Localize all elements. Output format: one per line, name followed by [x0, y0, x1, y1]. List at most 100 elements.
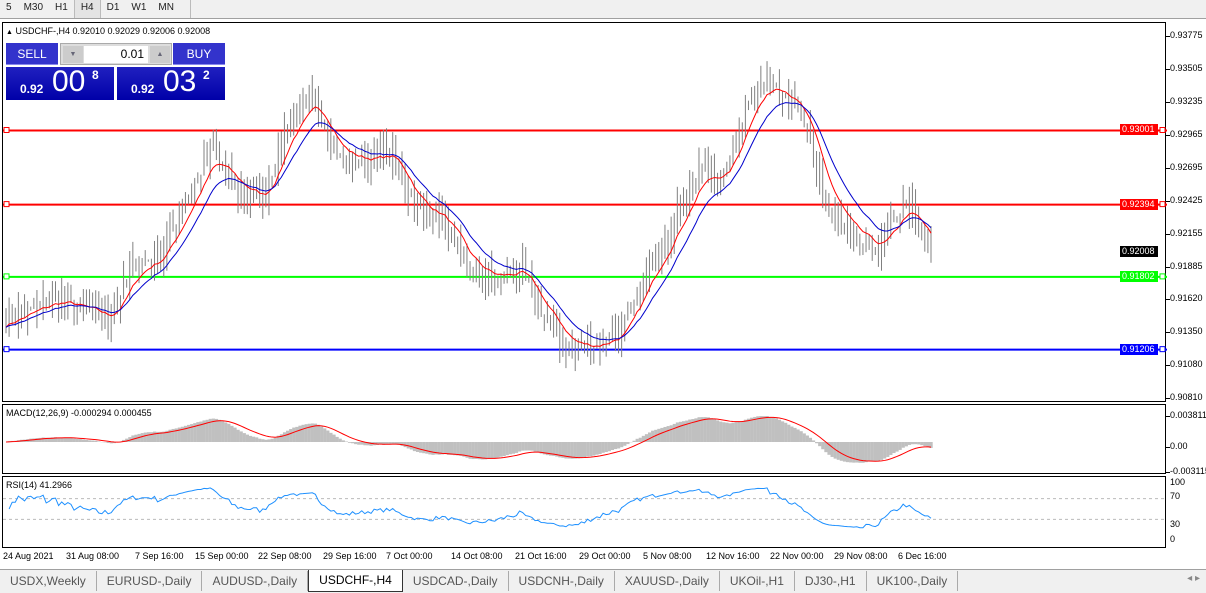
- timeframe-H4[interactable]: H4: [73, 0, 101, 18]
- macd-histogram-bar: [583, 442, 587, 458]
- macd-histogram-bar: [518, 442, 522, 452]
- macd-histogram-bar: [409, 442, 413, 450]
- triangle-up-icon[interactable]: ▲: [6, 29, 13, 36]
- timeframe-MN[interactable]: MN: [158, 2, 174, 13]
- chart-tab[interactable]: XAUUSD-,Daily: [615, 571, 720, 591]
- macd-histogram-bar: [505, 442, 509, 456]
- macd-histogram-bar: [261, 439, 265, 442]
- chart-tab[interactable]: USDCNH-,Daily: [509, 571, 615, 591]
- macd-histogram-bar: [465, 442, 469, 458]
- macd-histogram-bar: [617, 442, 621, 449]
- axis-tick: [1166, 332, 1170, 334]
- buy-price[interactable]: 0.92 03 2: [117, 65, 225, 100]
- macd-histogram-bar: [712, 419, 717, 442]
- time-axis-label: 22 Sep 08:00: [258, 551, 312, 561]
- macd-histogram-bar: [552, 442, 556, 456]
- macd-histogram-bar: [901, 442, 905, 448]
- macd-histogram-bar: [774, 418, 779, 442]
- macd-histogram-bar: [799, 431, 803, 442]
- chart-tab[interactable]: AUDUSD-,Daily: [202, 571, 309, 591]
- sell-price-prefix: 0.92: [20, 82, 44, 96]
- macd-histogram-bar: [914, 442, 918, 445]
- buy-price-main: 03: [163, 65, 197, 98]
- macd-histogram-bar: [666, 426, 670, 442]
- chart-tab[interactable]: USDCAD-,Daily: [403, 571, 509, 591]
- level-handle[interactable]: [1159, 346, 1166, 353]
- macd-histogram-bar: [375, 442, 379, 445]
- chart-tab[interactable]: USDX,Weekly: [0, 571, 97, 591]
- level-handle[interactable]: [1159, 126, 1166, 133]
- timeframe-M30[interactable]: M30: [23, 2, 44, 13]
- macd-histogram-bar: [502, 442, 506, 457]
- macd-histogram-bar: [332, 434, 336, 442]
- macd-histogram-bar: [69, 437, 73, 442]
- macd-histogram-bar: [140, 433, 144, 442]
- macd-histogram-bar: [72, 438, 76, 442]
- chart-tab[interactable]: UKOil-,H1: [720, 571, 795, 591]
- level-handle[interactable]: [1159, 201, 1166, 208]
- timeframe-H1[interactable]: H1: [55, 2, 68, 13]
- axis-tick: [1166, 266, 1170, 268]
- price-axis-label: 0.93775: [1170, 30, 1203, 40]
- chart-tab[interactable]: UK100-,Daily: [867, 571, 959, 591]
- macd-histogram-bar: [694, 418, 698, 442]
- macd-histogram-bar: [487, 442, 491, 459]
- time-axis-label: 15 Sep 00:00: [195, 551, 249, 561]
- macd-histogram-bar: [214, 418, 219, 442]
- chart-header-text: USDCHF-,H4 0.92010 0.92029 0.92006 0.920…: [15, 26, 211, 36]
- sell-button[interactable]: SELL: [6, 43, 58, 65]
- macd-histogram-bar: [644, 434, 649, 442]
- lot-input[interactable]: 0.01: [84, 46, 148, 63]
- macd-histogram-bar: [784, 422, 788, 442]
- macd-pane[interactable]: MACD(12,26,9) -0.000294 0.000455: [2, 404, 1166, 474]
- lot-stepper[interactable]: ▼ 0.01 ▲: [60, 43, 172, 65]
- macd-histogram-bar: [347, 442, 352, 443]
- timeframe-W1[interactable]: W1: [131, 2, 147, 13]
- macd-histogram-bar: [264, 439, 268, 442]
- macd-histogram-bar: [255, 437, 259, 442]
- ma-slow-line: [5, 102, 932, 341]
- chart-tab[interactable]: EURUSD-,Daily: [97, 571, 203, 591]
- macd-histogram-bar: [771, 417, 775, 442]
- timeframe-D1[interactable]: D1: [106, 2, 120, 13]
- tab-scroll-arrows-icon[interactable]: ◂ ▸: [1187, 573, 1200, 584]
- macd-histogram-bar: [38, 437, 42, 442]
- macd-histogram-bar: [44, 437, 48, 442]
- timeframe-5[interactable]: 5: [6, 2, 12, 13]
- macd-axis-label: 0.00: [1170, 441, 1188, 451]
- axis-tick: [1166, 167, 1170, 169]
- price-axis-label: 0.92155: [1170, 227, 1203, 238]
- level-handle[interactable]: [1159, 273, 1166, 280]
- level-handle[interactable]: [3, 273, 10, 280]
- rsi-axis-label: 30: [1170, 519, 1181, 529]
- macd-histogram-bar: [845, 442, 850, 463]
- rsi-pane[interactable]: RSI(14) 41.2966: [2, 476, 1167, 548]
- macd-histogram-bar: [449, 442, 454, 455]
- macd-histogram-bar: [242, 433, 246, 442]
- level-price-tag: 0.92394: [1120, 198, 1158, 210]
- macd-histogram-bar: [620, 442, 624, 448]
- macd-histogram-bar: [746, 418, 751, 442]
- macd-histogram-bar: [471, 442, 475, 460]
- level-handle[interactable]: [3, 201, 10, 208]
- chart-tab[interactable]: DJ30-,H1: [795, 571, 867, 591]
- macd-histogram-bar: [202, 420, 206, 442]
- macd-histogram-bar: [855, 442, 859, 463]
- macd-histogram-bar: [211, 418, 215, 442]
- level-handle[interactable]: [3, 346, 10, 353]
- price-axis-label: 0.91620: [1170, 293, 1203, 304]
- increase-lot-icon[interactable]: ▲: [150, 46, 170, 63]
- macd-histogram-bar: [224, 422, 228, 442]
- sell-price[interactable]: 0.92 00 8: [6, 65, 114, 100]
- macd-histogram-bar: [589, 442, 593, 457]
- macd-histogram-bar: [521, 442, 525, 451]
- chart-tab[interactable]: USDCHF-,H4: [308, 570, 403, 592]
- axis-tick: [1166, 233, 1170, 235]
- decrease-lot-icon[interactable]: ▼: [63, 46, 83, 63]
- macd-histogram-bar: [354, 442, 358, 445]
- level-handle[interactable]: [3, 126, 10, 133]
- buy-button[interactable]: BUY: [173, 43, 225, 65]
- time-axis-label: 29 Nov 08:00: [834, 551, 888, 561]
- macd-histogram-bar: [270, 438, 274, 442]
- macd-histogram-bar: [632, 440, 636, 442]
